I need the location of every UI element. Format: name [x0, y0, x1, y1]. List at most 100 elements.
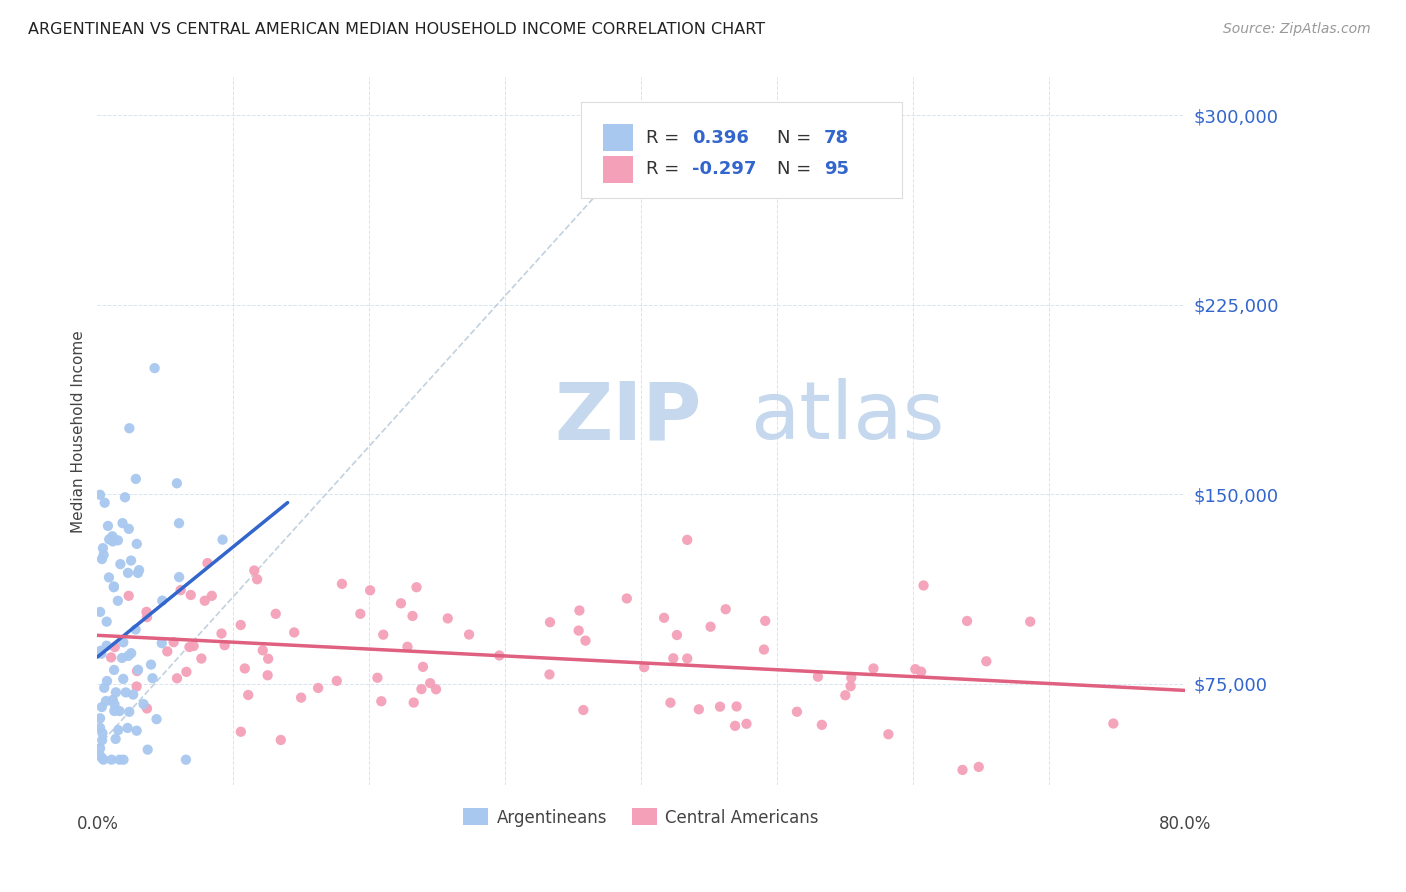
Point: [125, 537, 148, 551]
Point: [135, 605, 157, 619]
Point: [167, 516, 190, 531]
Point: [89, 748, 111, 763]
Point: [256, 668, 278, 682]
Point: [120, 646, 142, 660]
Point: [912, 578, 935, 592]
Point: [174, 753, 197, 767]
Point: [125, 664, 148, 678]
Point: [127, 566, 149, 580]
Point: [952, 763, 974, 777]
Point: [877, 727, 900, 741]
Point: [366, 671, 388, 685]
Point: [90, 644, 112, 658]
Point: [238, 688, 260, 702]
Point: [183, 639, 205, 653]
Text: ARGENTINEAN VS CENTRAL AMERICAN MEDIAN HOUSEHOLD INCOME CORRELATION CHART: ARGENTINEAN VS CENTRAL AMERICAN MEDIAN H…: [28, 22, 765, 37]
Text: 95: 95: [824, 161, 849, 178]
Point: [904, 662, 927, 676]
Point: [676, 533, 699, 547]
Point: [752, 642, 775, 657]
Point: [117, 566, 139, 580]
FancyBboxPatch shape: [581, 103, 903, 198]
Point: [93, 681, 115, 695]
Text: 80.0%: 80.0%: [1159, 815, 1211, 833]
Point: [136, 701, 159, 715]
Point: [108, 753, 131, 767]
Point: [101, 529, 124, 543]
Point: [709, 699, 731, 714]
Point: [111, 651, 134, 665]
Point: [699, 620, 721, 634]
Point: [90, 700, 112, 714]
Point: [411, 682, 433, 697]
Point: [100, 753, 122, 767]
Point: [110, 557, 132, 571]
Point: [233, 661, 256, 675]
Point: [180, 588, 202, 602]
Point: [176, 665, 198, 679]
Point: [568, 603, 591, 617]
Point: [1102, 716, 1125, 731]
Point: [538, 667, 561, 681]
Point: [754, 614, 776, 628]
Point: [373, 628, 395, 642]
Point: [574, 633, 596, 648]
Point: [214, 638, 236, 652]
Point: [652, 611, 675, 625]
Point: [103, 580, 125, 594]
Point: [389, 596, 412, 610]
Point: [101, 534, 124, 549]
Point: [94, 694, 117, 708]
Point: [811, 718, 834, 732]
Point: [264, 607, 287, 621]
Point: [283, 625, 305, 640]
Point: [270, 733, 292, 747]
Point: [633, 660, 655, 674]
Point: [128, 563, 150, 577]
Text: 0.396: 0.396: [692, 128, 749, 146]
Point: [194, 593, 217, 607]
Bar: [603, 124, 634, 151]
Point: [145, 712, 167, 726]
Point: [114, 685, 136, 699]
Point: [834, 688, 856, 702]
Point: [568, 624, 591, 638]
Point: [735, 716, 758, 731]
Point: [124, 623, 146, 637]
Point: [229, 618, 252, 632]
Point: [976, 654, 998, 668]
Point: [108, 704, 131, 718]
Point: [714, 602, 737, 616]
Point: [104, 731, 127, 746]
Point: [117, 721, 139, 735]
Point: [839, 679, 862, 693]
Point: [167, 570, 190, 584]
Point: [104, 640, 127, 654]
Point: [1019, 615, 1042, 629]
Point: [91, 733, 114, 747]
Point: [967, 760, 990, 774]
Point: [101, 693, 124, 707]
Point: [91, 552, 114, 566]
Point: [665, 628, 688, 642]
Point: [103, 704, 125, 718]
Text: Source: ZipAtlas.com: Source: ZipAtlas.com: [1223, 22, 1371, 37]
Point: [91, 541, 114, 556]
Bar: [603, 156, 634, 183]
Point: [910, 665, 932, 679]
Point: [96, 673, 118, 688]
Point: [401, 609, 423, 624]
Point: [246, 572, 269, 586]
Point: [956, 614, 979, 628]
Point: [107, 594, 129, 608]
Point: [114, 490, 136, 504]
Point: [112, 753, 135, 767]
Point: [419, 676, 441, 690]
Point: [118, 421, 141, 435]
Point: [458, 627, 481, 641]
Point: [725, 699, 748, 714]
Point: [425, 682, 447, 697]
Point: [839, 671, 862, 685]
Point: [93, 496, 115, 510]
Point: [97, 519, 120, 533]
